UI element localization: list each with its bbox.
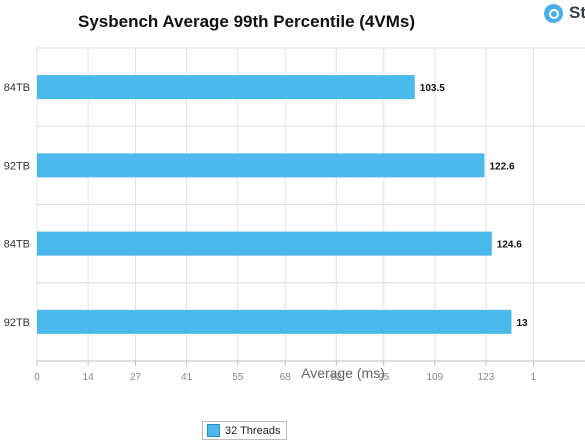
category-label: 84TB	[4, 82, 30, 94]
x-tick-label: 123	[478, 372, 495, 383]
legend[interactable]: 32 Threads	[202, 421, 288, 440]
brand-logo: St	[544, 3, 585, 23]
x-tick-label: 14	[83, 372, 95, 383]
x-tick-label: 82	[331, 372, 343, 383]
bar	[37, 75, 415, 100]
x-tick-label: 95	[378, 372, 390, 383]
bar	[37, 309, 512, 334]
x-axis-title: Average (ms)	[301, 365, 385, 381]
value-label: 122.6	[489, 161, 514, 172]
x-tick-label: 41	[181, 372, 193, 383]
value-label: 124.6	[497, 240, 522, 251]
x-tick-label: 1	[531, 372, 537, 383]
category-label: 92TB	[4, 160, 30, 172]
x-tick-label: 109	[427, 372, 444, 383]
x-tick-label: 55	[232, 372, 244, 383]
legend-swatch	[207, 424, 220, 437]
brand-text: St	[569, 3, 585, 22]
legend-label: 32 Threads	[225, 424, 281, 437]
x-tick-label: 27	[130, 372, 142, 383]
value-label: 13	[517, 318, 529, 329]
bar	[37, 153, 485, 178]
category-label: 92TB	[4, 317, 30, 329]
bar	[37, 231, 492, 256]
x-tick-label: 68	[280, 372, 292, 383]
chart-title: Sysbench Average 99th Percentile (4VMs)	[78, 12, 415, 31]
value-label: 103.5	[420, 83, 445, 94]
storagereview-logo-icon	[544, 3, 563, 23]
x-tick-label: 0	[34, 372, 40, 383]
category-label: 84TB	[4, 239, 30, 251]
